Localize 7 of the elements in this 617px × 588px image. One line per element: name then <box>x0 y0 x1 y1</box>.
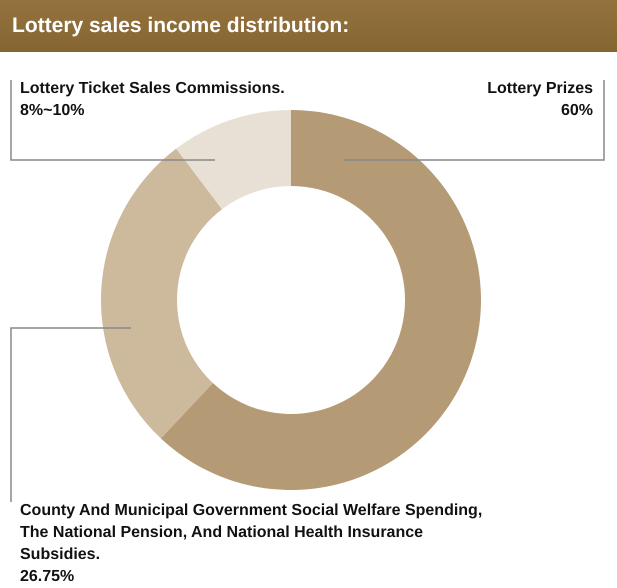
data-label: 60% <box>560 101 593 121</box>
data-label: 8%~10% <box>20 101 86 121</box>
slice-label: Lottery Prizes <box>486 79 593 99</box>
slice-label: Lottery Ticket Sales Commissions. <box>20 79 286 99</box>
slice-label: County And Municipal Government Social Welfare Spending, The National Pension, And National Health Insurance Subsidies. <box>20 501 484 565</box>
data-label: 26.75% <box>20 567 76 587</box>
chart-title: Lottery sales income distribution: <box>12 14 350 38</box>
